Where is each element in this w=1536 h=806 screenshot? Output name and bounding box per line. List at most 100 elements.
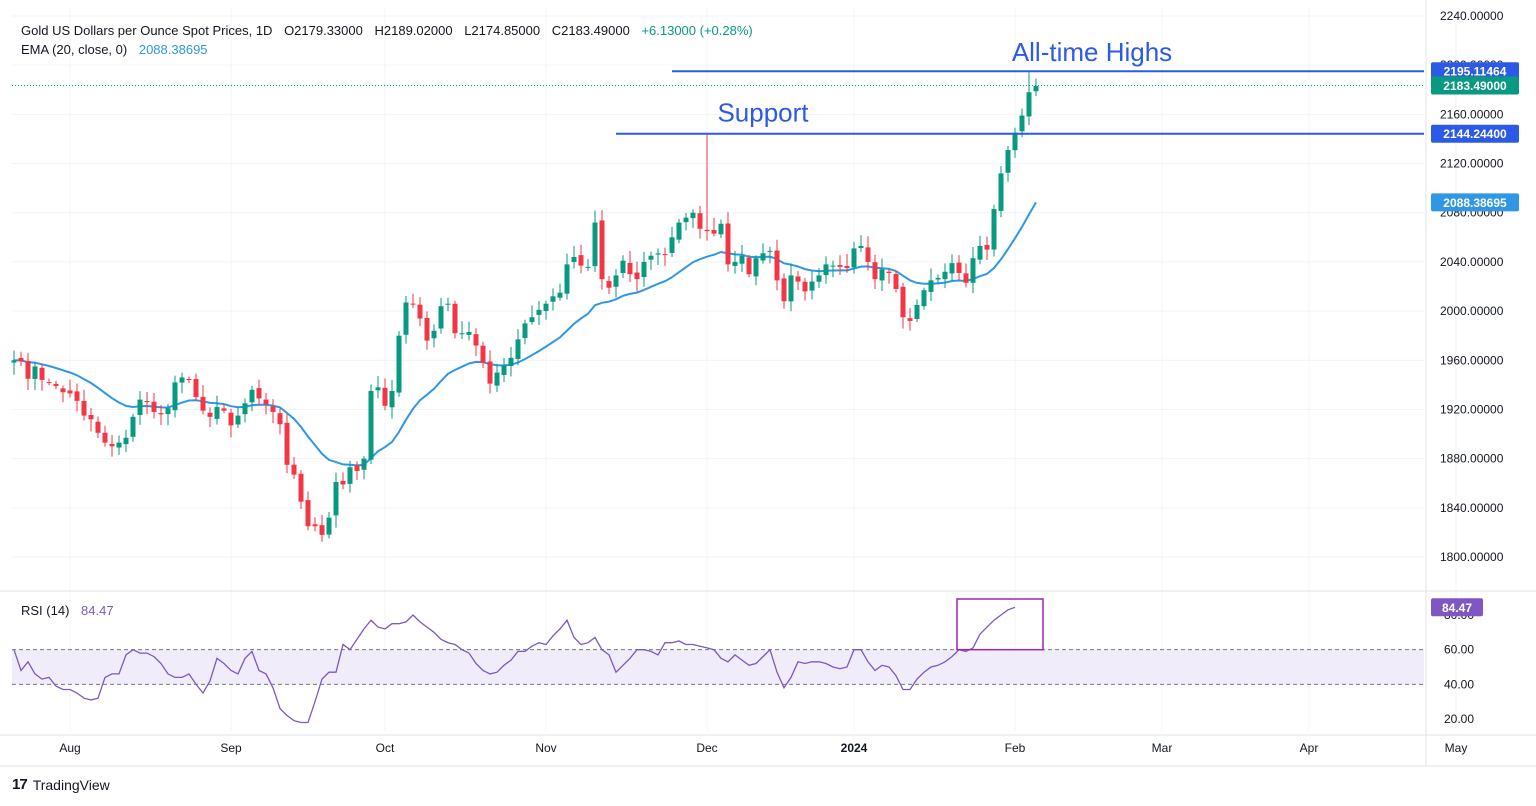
candle-body — [32, 366, 38, 379]
candle-body — [95, 421, 101, 433]
candle — [473, 328, 479, 357]
candle-body — [641, 261, 647, 277]
candle-body — [718, 223, 724, 235]
candle — [683, 212, 689, 231]
ema-line — [13, 201, 1037, 467]
candle-body — [564, 264, 570, 294]
candle-body — [396, 335, 402, 393]
candle-body — [1005, 150, 1011, 173]
tradingview-logo[interactable]: 17 TradingView — [12, 776, 110, 793]
candle — [375, 375, 381, 399]
rsi-legend: RSI (14) 84.47 — [21, 603, 122, 618]
candle-body — [424, 317, 430, 341]
candle — [200, 385, 206, 415]
candle — [18, 351, 24, 366]
candle — [550, 288, 556, 311]
candle — [767, 246, 773, 264]
price-badge-bg — [1431, 76, 1519, 95]
price-tick-label: 2240.00000 — [1440, 9, 1504, 23]
candle-body — [886, 271, 892, 273]
candle — [305, 491, 311, 531]
candle — [228, 408, 234, 438]
candle-body — [368, 391, 374, 460]
candle-body — [949, 263, 955, 274]
candle — [46, 378, 52, 386]
candle — [851, 241, 857, 274]
candle — [116, 435, 122, 455]
candle — [977, 235, 983, 265]
time-tick-label: Aug — [59, 741, 80, 755]
candle-body — [823, 264, 829, 276]
candle-body — [1026, 92, 1032, 117]
candle-body — [977, 245, 983, 260]
candle — [655, 248, 661, 266]
candle-body — [361, 458, 367, 470]
candle-body — [74, 391, 80, 401]
candle — [711, 217, 717, 237]
price-tick-label: 1800.00000 — [1440, 550, 1504, 564]
candle — [571, 245, 577, 269]
candle — [326, 512, 332, 539]
candle — [732, 250, 738, 274]
price-badge-bg — [1431, 193, 1519, 212]
candle — [158, 405, 164, 426]
candle-body — [767, 250, 773, 252]
candle — [795, 271, 801, 290]
candle-body — [172, 382, 178, 411]
candle — [879, 258, 885, 291]
candle — [487, 350, 493, 394]
candle — [74, 383, 80, 412]
candle-body — [928, 280, 934, 292]
candle-body — [179, 377, 185, 383]
candle-body — [466, 331, 472, 335]
candle-body — [550, 296, 556, 302]
chart-legend-ema: EMA (20, close, 0) 2088.38695 — [21, 42, 216, 57]
candle-body — [956, 262, 962, 273]
candle — [32, 362, 38, 390]
candle-body — [662, 254, 668, 256]
candle — [508, 347, 514, 377]
candle-body — [158, 413, 164, 415]
ema-value: 2088.38695 — [138, 42, 208, 57]
last-price-badge: 2183.49000 — [1431, 76, 1519, 95]
candle-body — [683, 217, 689, 223]
candle — [494, 363, 500, 393]
candle — [389, 379, 395, 419]
candle-body — [473, 334, 479, 346]
candle — [900, 282, 906, 329]
time-tick-label: Feb — [1005, 741, 1026, 755]
candle — [25, 352, 31, 390]
candle-body — [543, 303, 549, 312]
candle-body — [340, 480, 346, 485]
candle-body — [858, 245, 864, 249]
candle-body — [431, 330, 437, 339]
candle — [144, 391, 150, 415]
candle-body — [298, 473, 304, 502]
candle-body — [137, 399, 143, 415]
candle — [935, 274, 941, 285]
candle-body — [634, 272, 640, 280]
candle — [690, 209, 696, 228]
candle-body — [711, 230, 717, 234]
ema-price-badge: 2088.38695 — [1431, 193, 1519, 212]
candle-body — [277, 413, 283, 425]
candle — [907, 308, 913, 331]
candle — [459, 321, 465, 339]
candle — [844, 253, 850, 273]
candle — [480, 341, 486, 369]
candle — [718, 219, 724, 239]
candle — [914, 299, 920, 322]
price-badge-bg — [1431, 124, 1519, 143]
candle-body — [557, 292, 563, 298]
candle-body — [809, 281, 815, 291]
candle — [592, 210, 598, 273]
candle-body — [627, 262, 633, 275]
all-time-highs-annotation: All-time Highs — [1012, 37, 1172, 67]
candle — [39, 363, 45, 391]
rsi-tick-label: 40.00 — [1444, 677, 1474, 691]
candle-body — [984, 244, 990, 250]
candle — [837, 255, 843, 276]
rsi-tick-label: 60.00 — [1444, 643, 1474, 657]
candle — [1012, 127, 1018, 158]
